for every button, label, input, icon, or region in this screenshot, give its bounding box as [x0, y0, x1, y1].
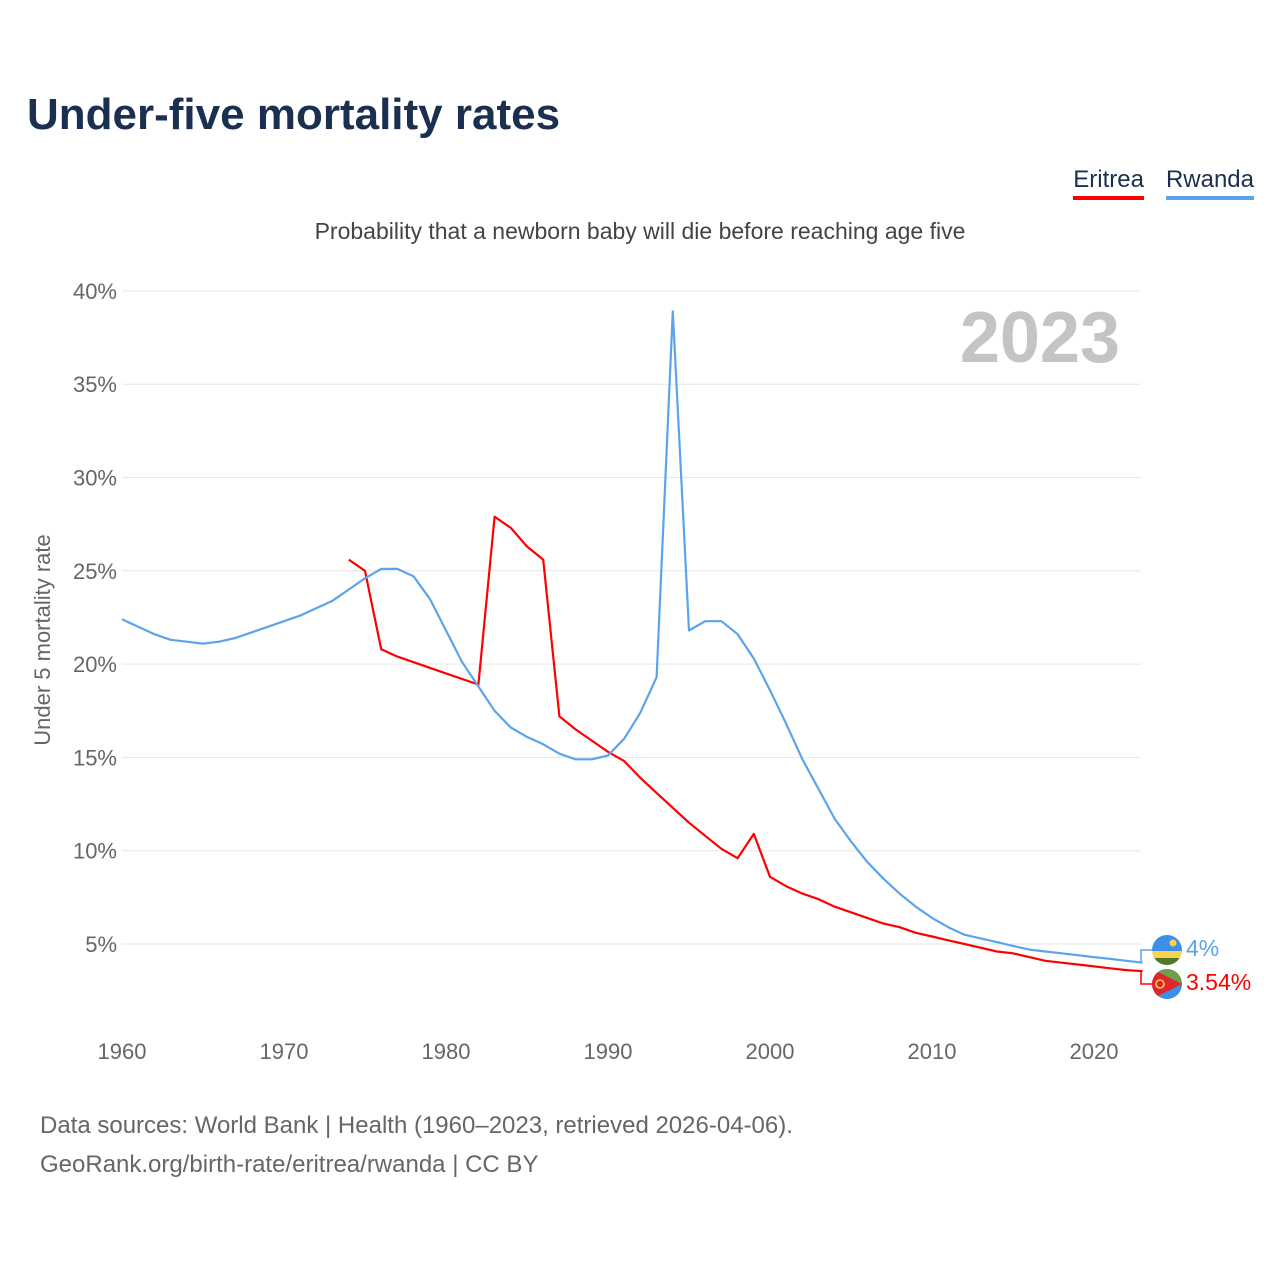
x-tick-label: 2010	[908, 1039, 957, 1064]
chart-title: Under-five mortality rates	[27, 90, 561, 139]
eritrea-flag-icon	[1152, 969, 1182, 999]
year-watermark: 2023	[960, 298, 1120, 378]
legend: Eritrea Rwanda	[1073, 166, 1254, 200]
source-link[interactable]: GeoRank.org/birth-rate/eritrea/rwanda | …	[40, 1151, 539, 1178]
x-tick-label: 1980	[422, 1039, 471, 1064]
legend-rwanda[interactable]: Rwanda	[1165, 166, 1254, 200]
series-line-rwanda	[121, 310, 1143, 964]
end-value-label-eritrea: 3.54%	[1186, 969, 1251, 995]
x-tick-label: 1960	[98, 1039, 147, 1064]
x-tick-label: 2000	[746, 1039, 795, 1064]
footer: Data sources: World Bank | Health (1960–…	[40, 1106, 793, 1184]
chart-subtitle: Probability that a newborn baby will die…	[314, 218, 966, 244]
y-tick-label: 25%	[73, 559, 117, 584]
y-tick-label: 15%	[73, 745, 117, 770]
y-axis-label: Under 5 mortality rate	[30, 534, 55, 746]
series-line-eritrea	[348, 515, 1143, 973]
y-tick-label: 10%	[73, 839, 117, 864]
y-tick-label: 35%	[73, 372, 117, 397]
x-tick-label: 2020	[1070, 1039, 1119, 1064]
rwanda-flag-icon	[1152, 935, 1182, 965]
y-tick-label: 40%	[73, 279, 117, 304]
x-tick-label: 1990	[584, 1039, 633, 1064]
end-connector	[1140, 970, 1152, 985]
data-source: Data sources: World Bank | Health (1960–…	[40, 1112, 793, 1139]
end-connector	[1140, 949, 1152, 964]
x-tick-label: 1970	[260, 1039, 309, 1064]
y-tick-label: 20%	[73, 652, 117, 677]
y-tick-label: 30%	[73, 466, 117, 491]
y-tick-label: 5%	[85, 932, 117, 957]
end-value-label-rwanda: 4%	[1186, 935, 1219, 961]
legend-eritrea[interactable]: Eritrea	[1073, 166, 1144, 200]
